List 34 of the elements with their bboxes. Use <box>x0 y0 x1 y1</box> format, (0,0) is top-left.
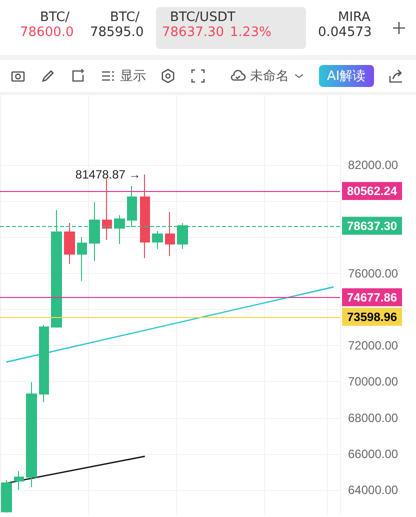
candlestick <box>165 212 175 257</box>
text: MIRA <box>337 10 370 24</box>
y-tick-label: 72000.00 <box>348 338 398 353</box>
candlestick <box>39 324 49 402</box>
annotation: 81478.87 → <box>75 167 141 182</box>
text: 78595.0 <box>90 24 144 40</box>
candlestick <box>152 230 163 250</box>
candlestick <box>14 470 24 491</box>
y-tick-label: 64000.00 <box>348 483 398 498</box>
text: 1.23% <box>230 24 272 40</box>
ref-line-label: 74677.86 <box>347 290 398 304</box>
ref-line-label: 73598.96 <box>347 310 398 324</box>
y-tick-label: 66000.00 <box>348 446 398 461</box>
candlestick <box>64 222 75 265</box>
y-tick-label: 82000.00 <box>348 158 398 172</box>
text: 78600.0 <box>20 24 74 40</box>
text: 未命名 <box>250 68 289 85</box>
text: 显示 <box>120 68 146 85</box>
candlestick <box>26 382 37 488</box>
candlestick <box>1 480 12 514</box>
text: 0.04573 <box>318 24 372 40</box>
ref-line-label: 80562.24 <box>347 184 398 198</box>
text: AI解读 <box>319 65 374 87</box>
y-tick-label: 68000.00 <box>348 410 398 425</box>
text: BTC/ <box>39 10 71 24</box>
y-tick-label: 76000.00 <box>348 266 398 280</box>
candlestick <box>140 174 150 259</box>
text: BTC/USDT <box>169 10 236 24</box>
y-tick-label: 70000.00 <box>348 374 398 389</box>
candlestick <box>77 236 87 282</box>
text: 78637.30 <box>162 24 224 40</box>
ref-line-label: 78637.30 <box>347 218 398 233</box>
candlestick <box>102 178 112 240</box>
text: BTC/ <box>109 10 141 24</box>
